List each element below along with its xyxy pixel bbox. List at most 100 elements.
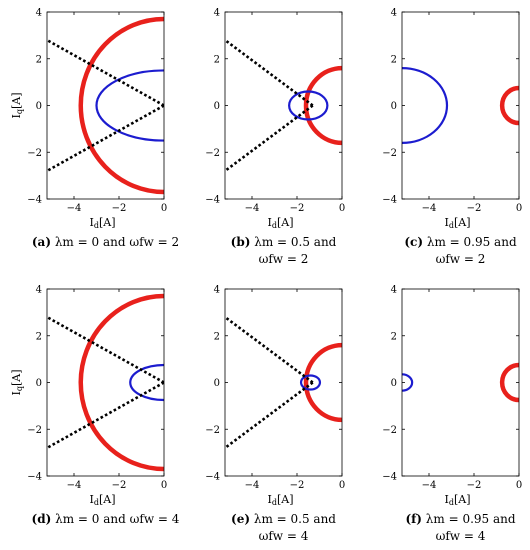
x-axis-label: Id[A] [444, 493, 470, 507]
current-limit-curve [288, 90, 329, 121]
y-tick-label: 2 [36, 331, 42, 342]
voltage-limit-curve [499, 85, 519, 126]
y-tick-label: 4 [214, 8, 220, 19]
chart-panel-d: −4 −2 0 −4 −2 0 2 4 Id[A] Iq[A] [10, 285, 167, 508]
chart-panel-f: −4 −2 0 −4 −2 0 2 4 Id[A] [382, 285, 522, 508]
x-tick-label: −4 [67, 203, 82, 214]
plot-frame [224, 11, 343, 200]
chart-panel-b: −4 −2 0 −4 −2 0 2 4 Id[A] [205, 8, 345, 231]
current-limit-curve [299, 374, 322, 391]
y-tick-label: 2 [391, 331, 397, 342]
current-limit-curve [129, 363, 164, 402]
x-tick-label: 0 [161, 203, 167, 214]
x-axis-label: Id[A] [267, 216, 293, 230]
y-tick-label: 0 [391, 378, 397, 389]
y-tick-label: −2 [27, 425, 42, 436]
caption-text: ωfw = 2 [435, 252, 486, 266]
caption-line: (e) λm = 0.5 and [199, 511, 369, 528]
caption-text: ωfw = 4 [435, 529, 486, 543]
y-tick-label: −2 [27, 148, 42, 159]
x-tick-label: −2 [112, 203, 127, 214]
x-tick-label: −4 [67, 480, 82, 491]
mtpa-line-lower [225, 381, 314, 449]
plot-frame [46, 11, 165, 200]
caption-text: λm = 0.95 and [425, 512, 516, 526]
y-tick-label: −2 [205, 148, 220, 159]
plot-area [402, 362, 519, 403]
x-tick-label: −2 [290, 203, 305, 214]
caption-a: (a) λm = 0 and ωfw = 2 [21, 234, 191, 251]
y-tick-label: 4 [391, 285, 397, 296]
y-tick-label: −4 [205, 195, 220, 206]
chart-panel-e: −4 −2 0 −4 −2 0 2 4 Id[A] [205, 285, 345, 508]
caption-line: (d) λm = 0 and ωfw = 4 [21, 511, 191, 528]
y-axis-label: Iq[A] [10, 369, 24, 395]
y-tick-label: −4 [27, 472, 42, 483]
caption-line: ωfw = 4 [199, 528, 369, 545]
chart-panel-a: −4 −2 0 −4 −2 0 2 4 Id[A] Iq[A] [10, 8, 167, 231]
x-tick-label: 0 [339, 480, 345, 491]
caption-text: ωfw = 2 [258, 252, 309, 266]
y-tick-label: 0 [36, 378, 42, 389]
caption-label: (b) [230, 235, 251, 249]
mtpa-line-lower [47, 381, 164, 450]
y-tick-label: 2 [214, 54, 220, 65]
mtpa-line-lower [47, 104, 164, 173]
x-tick-label: 0 [516, 480, 522, 491]
y-tick-label: 0 [36, 101, 42, 112]
caption-text: λm = 0.5 and [253, 512, 336, 526]
caption-line: (b) λm = 0.5 and [199, 234, 369, 251]
x-tick-label: −4 [422, 203, 437, 214]
caption-c: (c) λm = 0.95 and ωfw = 2 [376, 234, 530, 268]
x-axis-label: Id[A] [267, 493, 293, 507]
y-tick-label: 4 [36, 285, 42, 296]
caption-text: λm = 0.95 and [426, 235, 517, 249]
y-tick-label: 4 [214, 285, 220, 296]
x-tick-label: 0 [516, 203, 522, 214]
plot-area [225, 39, 342, 172]
x-axis-label: Id[A] [89, 216, 115, 230]
x-tick-label: 0 [161, 480, 167, 491]
caption-text: λm = 0.5 and [254, 235, 337, 249]
mtpa-line-upper [47, 38, 164, 107]
voltage-limit-curve [78, 16, 164, 195]
x-tick-label: −2 [290, 480, 305, 491]
x-axis-label: Id[A] [89, 493, 115, 507]
caption-d: (d) λm = 0 and ωfw = 4 [21, 511, 191, 528]
caption-text: ωfw = 4 [258, 529, 309, 543]
y-tick-label: −2 [382, 148, 397, 159]
y-tick-label: 0 [214, 101, 220, 112]
voltage-limit-curve [78, 293, 164, 472]
y-axis-label: Iq[A] [10, 92, 24, 118]
caption-label: (c) [404, 235, 424, 249]
caption-line: ωfw = 2 [199, 251, 369, 268]
plot-area [402, 67, 519, 144]
caption-line: (f) λm = 0.95 and [376, 511, 530, 528]
plot-area [47, 293, 164, 472]
mtpa-line-upper [47, 315, 164, 384]
caption-label: (e) [231, 512, 251, 526]
caption-f: (f) λm = 0.95 and ωfw = 4 [376, 511, 530, 545]
caption-label: (a) [31, 235, 51, 249]
plot-frame [46, 288, 165, 477]
voltage-limit-curve [303, 342, 342, 423]
caption-line: ωfw = 4 [376, 528, 530, 545]
x-tick-label: 0 [339, 203, 345, 214]
x-tick-label: −2 [467, 480, 482, 491]
y-tick-label: 0 [214, 378, 220, 389]
x-tick-label: −4 [245, 203, 260, 214]
caption-label: (d) [31, 512, 52, 526]
y-tick-label: 2 [391, 54, 397, 65]
y-tick-label: −2 [205, 425, 220, 436]
x-tick-label: −2 [467, 203, 482, 214]
mtpa-line-lower [225, 104, 314, 172]
y-tick-label: 2 [214, 331, 220, 342]
x-tick-label: −4 [245, 480, 260, 491]
current-limit-curve [95, 69, 164, 142]
mtpa-line-upper [225, 39, 314, 107]
chart-panel-c: −4 −2 0 −4 −2 0 2 4 Id[A] [382, 8, 522, 231]
current-limit-curve [402, 67, 449, 144]
caption-label: (f) [405, 512, 422, 526]
y-tick-label: 0 [391, 101, 397, 112]
caption-line: (c) λm = 0.95 and [376, 234, 530, 251]
